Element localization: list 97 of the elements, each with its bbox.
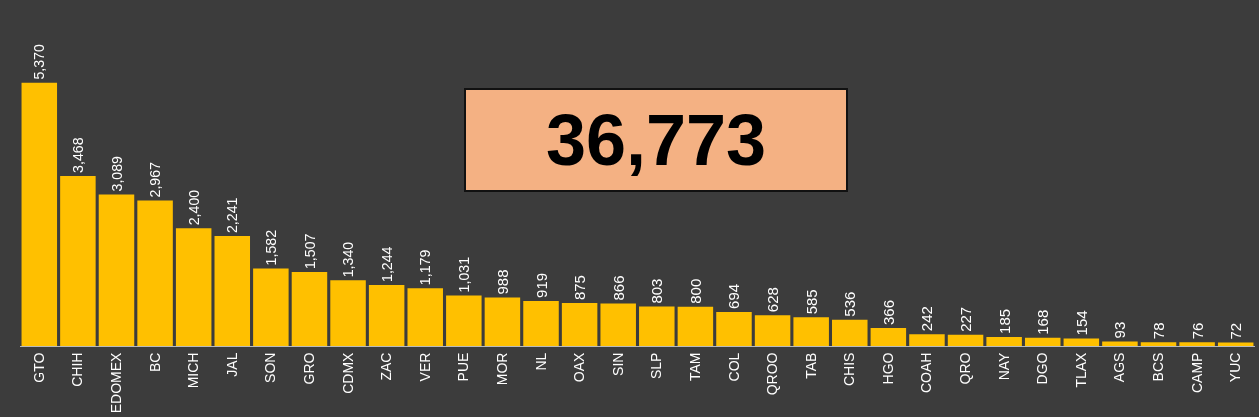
data-label: 866 xyxy=(609,275,627,301)
x-tick-label: HGO xyxy=(879,352,896,385)
x-tick-label: CDMX xyxy=(339,351,356,394)
bar xyxy=(21,82,58,346)
annotation: 36,773 xyxy=(545,100,767,180)
data-label: 185 xyxy=(995,308,1013,334)
x-tick-label: CHIH xyxy=(69,352,86,387)
data-label: 1,507 xyxy=(301,233,318,270)
x-tick-label: SON xyxy=(262,352,279,383)
data-label: 694 xyxy=(725,283,743,309)
x-tick-label: JAL xyxy=(223,352,240,377)
data-label: 78 xyxy=(1150,322,1168,340)
data-label: 585 xyxy=(802,289,820,315)
data-label: 536 xyxy=(841,291,859,317)
bar xyxy=(716,311,752,346)
x-tick-label: TAB xyxy=(802,352,819,379)
bar xyxy=(214,236,251,346)
bar xyxy=(330,280,366,346)
x-tick-label: NL xyxy=(532,352,549,371)
x-tick-label: GRO xyxy=(301,352,317,385)
bar xyxy=(561,303,598,346)
bar xyxy=(639,306,675,346)
data-label: 2,241 xyxy=(224,197,241,234)
data-label: 1,340 xyxy=(340,241,357,278)
bar xyxy=(368,284,405,346)
data-label: 628 xyxy=(764,287,782,313)
x-tick-label: BCS xyxy=(1150,352,1167,382)
data-label: 3,089 xyxy=(108,155,125,192)
x-tick-label: VER xyxy=(416,352,433,382)
bar xyxy=(909,334,945,346)
data-label: 1,179 xyxy=(417,249,434,286)
data-label: 800 xyxy=(686,278,704,304)
x-tick-label: QROO xyxy=(764,352,781,396)
x-tick-label: DGO xyxy=(1034,352,1051,385)
bar xyxy=(484,297,521,346)
x-tick-label: QRO xyxy=(957,352,974,385)
x-tick-label: OAX xyxy=(571,351,588,383)
bar xyxy=(253,268,289,346)
data-label: 93 xyxy=(1111,321,1129,339)
bar xyxy=(98,194,135,346)
data-label: 803 xyxy=(648,278,666,304)
data-label: 242 xyxy=(918,306,936,332)
bar xyxy=(407,288,443,346)
bar xyxy=(1024,337,1061,346)
bar xyxy=(137,200,173,346)
data-label: 3,468 xyxy=(70,137,87,173)
bar xyxy=(754,315,791,346)
x-tick-label: COL xyxy=(725,352,742,382)
bar xyxy=(1102,341,1138,346)
x-tick-label: MOR xyxy=(493,352,510,386)
bar xyxy=(1179,342,1215,346)
x-tick-label: NAY xyxy=(995,351,1012,381)
x-tick-label: MICH xyxy=(185,352,202,389)
data-label: 1,244 xyxy=(378,246,395,282)
data-label: 1,582 xyxy=(263,229,280,266)
x-tick-label: CHIS xyxy=(841,352,858,387)
bar xyxy=(677,306,714,346)
x-tick-label: SIN xyxy=(609,352,626,376)
x-tick-label: ZAC xyxy=(378,352,395,381)
x-tick-label: TLAX xyxy=(1072,351,1089,388)
bar xyxy=(1140,342,1177,346)
data-label: 5,370 xyxy=(31,44,48,80)
data-label: 919 xyxy=(532,272,550,298)
bar xyxy=(947,334,984,346)
x-tick-label: GTO xyxy=(30,352,47,383)
x-tick-label: COAH xyxy=(918,352,935,394)
bar xyxy=(1217,342,1254,346)
bar xyxy=(1063,338,1100,346)
x-tick-label: PUE xyxy=(455,352,472,382)
bar xyxy=(600,303,636,346)
data-label: 2,967 xyxy=(147,161,164,198)
bar xyxy=(523,300,559,346)
x-tick-label: YUC xyxy=(1227,352,1244,383)
data-label: 988 xyxy=(493,269,511,295)
data-label: 154 xyxy=(1072,310,1090,336)
data-label: 227 xyxy=(957,306,975,332)
data-label: 1,031 xyxy=(456,256,473,293)
data-label: 76 xyxy=(1188,322,1206,340)
bar xyxy=(446,295,482,346)
x-tick-label: SLP xyxy=(648,352,665,380)
bar xyxy=(832,319,868,346)
bar xyxy=(870,328,907,346)
bar xyxy=(175,228,212,346)
bar xyxy=(60,175,96,346)
x-tick-label: TAM xyxy=(686,352,703,382)
data-label: 72 xyxy=(1227,322,1245,340)
bar xyxy=(793,317,829,346)
data-label: 366 xyxy=(879,300,897,326)
bar xyxy=(291,272,328,346)
bar xyxy=(986,336,1022,346)
data-label: 2,400 xyxy=(185,189,202,226)
data-label: 875 xyxy=(571,275,589,301)
x-tick-label: EDOMEX xyxy=(108,351,125,414)
x-tick-label: CAMP xyxy=(1188,352,1205,394)
x-tick-label: AGS xyxy=(1111,352,1128,383)
data-label: 168 xyxy=(1034,309,1052,335)
x-tick-label: BC xyxy=(146,352,163,373)
